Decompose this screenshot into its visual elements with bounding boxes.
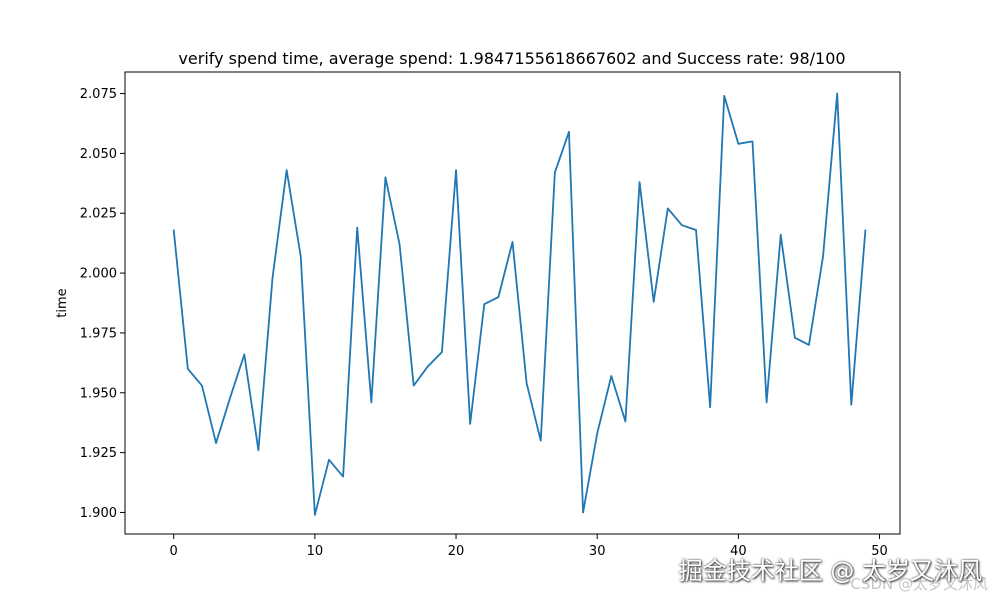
data-point	[610, 375, 612, 377]
data-point	[314, 514, 316, 516]
series-layer	[172, 92, 867, 516]
data-point	[257, 449, 259, 451]
data-point	[286, 169, 288, 171]
data-point	[554, 171, 556, 174]
data-point	[427, 365, 429, 368]
data-point	[568, 131, 570, 133]
data-point	[483, 303, 485, 305]
data-point	[455, 169, 457, 171]
x-tick-label: 30	[589, 544, 606, 559]
data-point	[215, 442, 217, 444]
data-point	[582, 511, 584, 514]
y-tick-label: 1.975	[80, 326, 117, 341]
y-tick-label: 1.900	[80, 506, 117, 521]
watermark: 掘金技术社区 @ 太岁又沐风	[678, 557, 982, 585]
data-point	[271, 277, 274, 279]
series-line	[172, 92, 867, 516]
data-point	[370, 401, 372, 403]
watermark-sub: CSDN @太岁又沐风	[850, 575, 988, 593]
x-tick-label: 0	[170, 544, 178, 559]
x-tick-label: 40	[730, 544, 747, 559]
data-point	[751, 140, 754, 143]
data-point	[441, 351, 443, 353]
data-point	[667, 207, 669, 210]
data-point	[398, 243, 401, 245]
y-tick-label: 1.950	[80, 386, 117, 401]
x-tick-label: 50	[871, 544, 888, 559]
data-point	[328, 459, 330, 461]
data-point	[780, 234, 782, 236]
data-point	[356, 227, 358, 229]
y-tick-label: 1.925	[80, 446, 117, 461]
data-point	[201, 384, 203, 387]
data-point	[653, 301, 655, 303]
x-tick-label: 20	[448, 544, 465, 559]
data-point	[173, 229, 175, 231]
data-point	[596, 432, 598, 435]
y-tick-label: 2.000	[80, 267, 117, 282]
data-point	[413, 384, 415, 387]
plot-area	[124, 71, 901, 535]
data-point	[737, 143, 739, 145]
data-point	[638, 181, 641, 183]
x-axis: 0 10 20 30 40 50	[170, 534, 888, 559]
data-point	[850, 404, 852, 406]
data-point	[300, 255, 302, 257]
y-tick-label: 2.050	[80, 147, 117, 162]
data-point	[766, 401, 768, 403]
data-point	[384, 176, 387, 178]
y-axis: 1.900 1.925 1.950 1.975 2.000 2.025 2.050 2.075	[80, 87, 125, 521]
data-point	[695, 229, 697, 231]
data-point	[624, 420, 627, 423]
data-point	[497, 296, 499, 298]
data-point	[723, 95, 725, 97]
data-point	[540, 440, 542, 442]
data-point	[836, 92, 838, 95]
data-point	[808, 344, 810, 346]
data-point	[794, 337, 796, 339]
data-point	[526, 382, 528, 384]
data-point	[511, 241, 514, 243]
y-tick-label: 2.075	[80, 87, 117, 102]
chart-title: verify spend time, average spend: 1.9847…	[178, 49, 845, 68]
data-point	[229, 396, 231, 399]
data-point	[187, 368, 189, 370]
data-point	[243, 353, 245, 356]
data-point	[822, 255, 824, 257]
x-tick-label: 10	[307, 544, 324, 559]
data-point	[709, 406, 711, 408]
data-point	[681, 224, 683, 226]
y-axis-label: time	[55, 288, 70, 317]
data-point	[342, 475, 344, 478]
data-point	[864, 229, 867, 231]
data-point	[469, 423, 471, 425]
y-tick-label: 2.025	[80, 207, 117, 222]
